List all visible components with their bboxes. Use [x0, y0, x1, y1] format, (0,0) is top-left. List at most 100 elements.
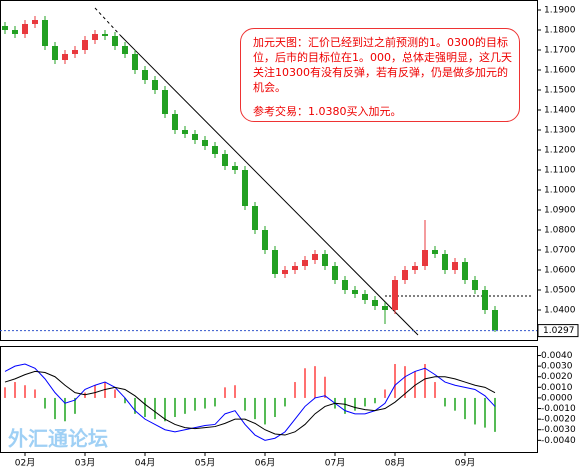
candle-body [42, 20, 48, 46]
candle-body [172, 114, 178, 130]
candle-body [392, 280, 398, 310]
macd-bar [44, 397, 46, 409]
macd-bar [494, 397, 496, 432]
candle-body [372, 300, 378, 306]
y-tick-label: 1.1000 [544, 186, 576, 196]
macd-bar [104, 382, 106, 398]
x-tick-label: 07月 [325, 458, 345, 469]
macd-bar [114, 389, 116, 398]
candle-body [342, 280, 348, 290]
candle-body [312, 254, 318, 260]
candle-body [272, 250, 278, 274]
candle-body [162, 90, 168, 114]
macd-bar [394, 364, 396, 398]
macd-bar [424, 364, 426, 398]
candle-body [252, 206, 258, 230]
candle-body [492, 310, 498, 330]
y-tick-label: 1.1500 [544, 86, 576, 96]
macd-bar [244, 397, 246, 411]
macd-bar [264, 397, 266, 425]
x-tick-label: 09月 [455, 458, 475, 469]
annotation-line: 关注10300有没有反弹，若有反弹，仍是做多加元的 [253, 66, 508, 79]
macd-bar [344, 397, 346, 414]
macd-y-tick-label: -0.0040 [541, 436, 576, 446]
y-tick-label: 1.1200 [544, 146, 576, 156]
macd-bar [324, 376, 326, 398]
watermark: 外汇通论坛 [8, 427, 108, 451]
macd-bar [474, 397, 476, 425]
macd-line [4, 370, 496, 436]
candle-body [462, 262, 468, 280]
macd-bar [54, 397, 56, 420]
candle-body [112, 36, 118, 46]
macd-y-tick-label: 0.0020 [541, 372, 573, 382]
macd-bar [204, 397, 206, 409]
macd-bar [184, 397, 186, 414]
y-tick-label: 1.0700 [544, 246, 576, 256]
macd-y-tick-label: 0.0030 [541, 362, 573, 372]
x-tick-label: 03月 [75, 458, 95, 469]
candle-body [122, 46, 128, 54]
macd-bar [364, 397, 366, 407]
annotation-line: 加元天图：汇价已经到过之前预测的1。0300的目标 [253, 36, 508, 49]
macd-bar [354, 397, 356, 411]
x-tick-label: 05月 [195, 458, 215, 469]
macd-bar [384, 389, 386, 398]
trend-line-ext [94, 7, 121, 36]
candle-body [412, 266, 418, 270]
candle-body [452, 262, 458, 270]
trade-advice: 参考交易：1.0380买入加元。 [253, 105, 402, 118]
macd-bar [214, 397, 216, 407]
macd-y-tick-label: 0.0010 [541, 383, 573, 393]
macd-bar [464, 397, 466, 420]
macd-bar [144, 397, 146, 418]
macd-bar [294, 382, 296, 398]
annotation-line: 位，后市的目标位在1。000，总体走强明显，这几天 [253, 51, 512, 64]
macd-y-tick-label: 0.0040 [541, 351, 573, 361]
y-tick-label: 1.1600 [544, 66, 576, 76]
y-tick-label: 1.1900 [544, 6, 576, 16]
trend-line [119, 34, 419, 336]
y-tick-label: 1.1400 [544, 106, 576, 116]
candle-body [482, 290, 488, 310]
macd-bar [274, 397, 276, 418]
candle-body [422, 250, 428, 266]
y-tick-label: 1.1100 [544, 166, 576, 176]
macd-bar [124, 397, 126, 404]
last-price-box [537, 324, 579, 338]
candle-body [442, 254, 448, 270]
candle-body [232, 166, 238, 170]
y-tick-label: 1.0900 [544, 206, 576, 216]
candle-body [152, 80, 158, 90]
macd-bar [454, 397, 456, 411]
macd-y-tick-label: 0.0000 [541, 393, 573, 403]
annotation-line: 机会。 [253, 81, 286, 94]
candle-body [222, 154, 228, 166]
macd-bar [64, 397, 66, 422]
candle-body [282, 270, 288, 274]
candle-body [382, 306, 388, 310]
macd-bar [4, 387, 6, 398]
candle-body [432, 250, 438, 254]
candle-body [472, 280, 478, 290]
macd-line [4, 363, 496, 441]
macd-bar [174, 397, 176, 418]
macd-bar [34, 389, 36, 398]
x-tick-label: 04月 [135, 458, 155, 469]
y-tick-label: 1.0600 [544, 266, 576, 276]
macd-bar [234, 385, 236, 398]
y-tick-label: 1.1300 [544, 126, 576, 136]
candle-body [292, 266, 298, 270]
x-tick-label: 08月 [385, 458, 405, 469]
candle-body [132, 54, 138, 70]
macd-bar [374, 397, 376, 404]
macd-bar [484, 397, 486, 428]
candle-body [332, 266, 338, 280]
candle-body [192, 134, 198, 140]
candle-body [32, 20, 38, 24]
candle-body [212, 146, 218, 154]
candle-body [142, 70, 148, 80]
macd-bar [94, 385, 96, 398]
candle-body [302, 260, 308, 266]
